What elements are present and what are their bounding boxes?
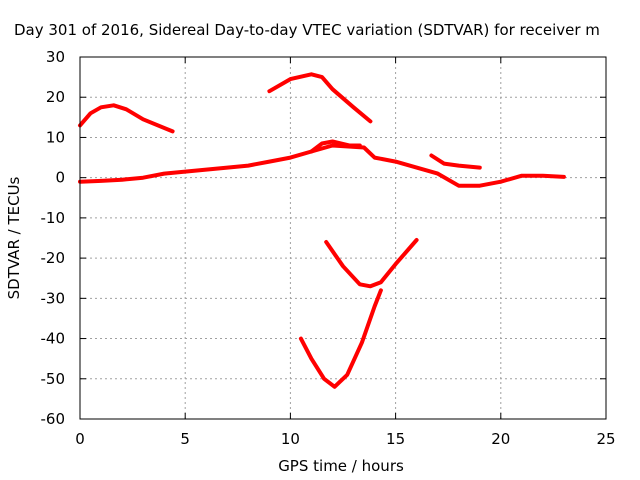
series-pass-4 — [309, 139, 362, 154]
data-series — [78, 72, 566, 389]
y-axis-label: SDTVAR / TECUs — [5, 176, 23, 299]
tick-labels: 0 5 10 15 20 25 30 20 10 0 -10 -20 -30 -40 -50 -60 — [41, 48, 616, 448]
y-tick-label: 30 — [46, 48, 65, 66]
y-tick-label: 20 — [46, 88, 65, 106]
series-pass-3 — [267, 72, 373, 124]
y-tick-label: -30 — [41, 289, 66, 307]
plot-frame — [79, 56, 607, 420]
series-pass-1 — [78, 103, 175, 134]
series-pass-7 — [298, 288, 383, 389]
y-tick-label: -50 — [41, 370, 66, 388]
y-tick-label: 10 — [46, 128, 65, 146]
x-tick-label: 5 — [180, 430, 190, 448]
series-pass-6 — [324, 238, 419, 289]
chart-title: Day 301 of 2016, Sidereal Day-to-day VTE… — [14, 21, 600, 39]
series-pass-5 — [429, 153, 482, 170]
y-tick-label: -40 — [41, 330, 66, 348]
tick-marks — [79, 56, 607, 420]
x-tick-label: 15 — [386, 430, 405, 448]
series-pass-2 — [78, 143, 566, 188]
y-tick-label: -20 — [41, 249, 66, 267]
x-tick-label: 10 — [281, 430, 300, 448]
y-tick-label: -60 — [41, 410, 66, 428]
grid-lines — [80, 57, 606, 419]
y-tick-label: 0 — [55, 169, 65, 187]
x-axis-label: GPS time / hours — [278, 457, 404, 475]
x-tick-label: 0 — [75, 430, 85, 448]
y-tick-label: -10 — [41, 209, 66, 227]
x-tick-label: 25 — [596, 430, 615, 448]
x-tick-label: 20 — [491, 430, 510, 448]
